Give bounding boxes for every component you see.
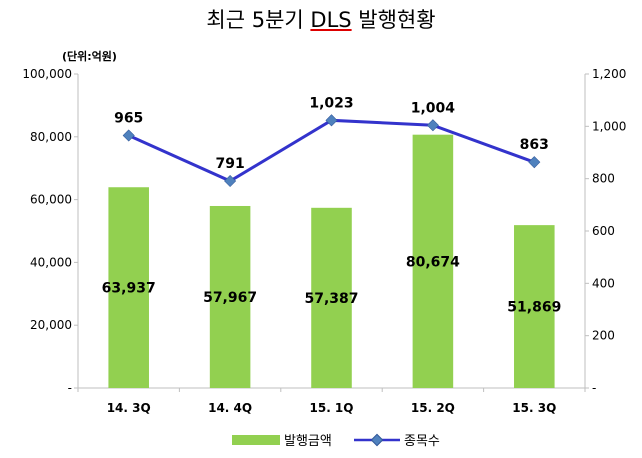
- line-point: [122, 129, 135, 142]
- line-value-label: 965: [114, 110, 143, 126]
- right-tick-label: 1,200: [592, 67, 626, 81]
- left-axis-ticks: - 20,000 40,000 60,000 80,000 100,000: [22, 67, 78, 395]
- bar-value-label: 63,937: [102, 281, 156, 297]
- category-label: 14. 4Q: [208, 401, 252, 415]
- bar-data-labels: 63,937 57,967 57,387 80,674 51,869: [102, 254, 562, 315]
- legend-line-label: 종목수: [404, 434, 440, 449]
- bar: [412, 134, 454, 388]
- line-point: [426, 119, 439, 132]
- left-tick-label: 40,000: [30, 255, 72, 269]
- title-part-2: DLS: [310, 8, 352, 32]
- bar: [209, 205, 251, 388]
- bar: [514, 225, 555, 388]
- left-tick-label: -: [68, 381, 72, 395]
- line-value-label: 1,023: [309, 95, 353, 111]
- left-tick-label: 60,000: [30, 193, 72, 207]
- legend: 발행금액 종목수: [232, 433, 440, 449]
- category-label: 15. 2Q: [411, 401, 455, 415]
- right-tick-label: 600: [592, 224, 615, 238]
- bar: [108, 187, 149, 388]
- legend-bar-label: 발행금액: [284, 433, 332, 449]
- right-tick-label: 400: [592, 276, 615, 290]
- line-value-label: 791: [215, 156, 244, 172]
- line-value-label: 1,004: [411, 100, 456, 116]
- category-labels: 14. 3Q 14. 4Q 15. 1Q 15. 2Q 15. 3Q: [77, 388, 586, 415]
- right-tick-label: 1,000: [592, 119, 626, 133]
- line-point: [325, 114, 338, 127]
- right-tick-label: -: [592, 381, 596, 395]
- line-series: [122, 114, 541, 188]
- bar-value-label: 80,674: [406, 254, 460, 270]
- legend-line-marker: [370, 433, 384, 447]
- legend-bar-swatch: [232, 435, 280, 445]
- category-label: 15. 1Q: [310, 401, 354, 415]
- bar-value-label: 57,967: [203, 290, 257, 306]
- bar: [311, 207, 352, 388]
- left-tick-label: 20,000: [30, 318, 72, 332]
- category-label: 14. 3Q: [107, 401, 151, 415]
- line-point: [224, 175, 237, 188]
- line-value-label: 863: [520, 137, 549, 153]
- line-point: [528, 156, 541, 169]
- bar-value-label: 57,387: [304, 291, 358, 307]
- right-tick-label: 200: [592, 329, 615, 343]
- title-part-1: 최근 5분기: [206, 8, 311, 32]
- bar-series: [108, 134, 555, 388]
- line-path: [128, 118, 535, 183]
- line-data-labels: 965 791 1,023 1,004 863: [114, 95, 549, 172]
- left-tick-label: 80,000: [30, 130, 72, 144]
- right-tick-label: 800: [592, 172, 615, 186]
- bar-value-label: 51,869: [507, 300, 561, 316]
- unit-label: (단위:억원): [62, 49, 117, 63]
- category-label: 15. 3Q: [512, 401, 556, 415]
- title-part-3: 발행현황: [351, 8, 436, 32]
- left-tick-label: 100,000: [22, 67, 72, 81]
- chart-title: 최근 5분기 DLS 발행현황: [0, 4, 642, 34]
- right-axis-ticks: - 200 400 600 800 1,000 1,200: [585, 67, 626, 395]
